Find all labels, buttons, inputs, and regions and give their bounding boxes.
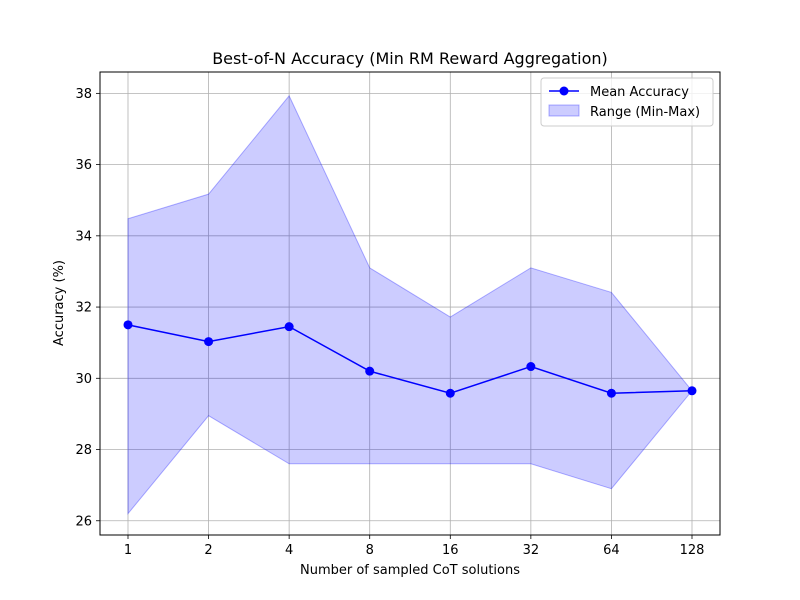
legend-box [540, 77, 714, 127]
x-tick-label: 1 [124, 543, 132, 558]
x-tick-label: 128 [680, 543, 705, 558]
y-tick-label: 34 [75, 229, 92, 244]
grid [100, 72, 720, 535]
mean-accuracy-point [526, 362, 536, 372]
mean-accuracy-point [123, 320, 133, 330]
y-tick-label: 38 [75, 87, 92, 102]
y-tick-label: 28 [75, 443, 92, 458]
range-band [127, 94, 693, 516]
mean-accuracy-point [284, 322, 294, 332]
mean-accuracy-point [445, 388, 455, 398]
legend-band-swatch [548, 104, 580, 117]
y-tick-label: 36 [75, 158, 92, 173]
legend-marker-swatch [559, 86, 569, 96]
legend-mean-label: Mean Accuracy [590, 85, 689, 100]
chart-title: Best-of-N Accuracy (Min RM Reward Aggreg… [212, 49, 608, 68]
x-tick-label: 2 [204, 543, 212, 558]
y-tick-label: 32 [75, 301, 92, 316]
y-axis-label: Accuracy (%) [52, 260, 67, 346]
mean-accuracy-point [687, 386, 697, 396]
mean-points [123, 320, 697, 398]
plot-frame [99, 71, 721, 536]
mean-line [127, 324, 693, 395]
x-tick-label: 8 [366, 543, 374, 558]
y-tick-label: 30 [75, 372, 92, 387]
x-tick-label: 64 [603, 543, 620, 558]
mean-accuracy-point [606, 388, 616, 398]
x-axis-ticks: 1 2 4 8 16 32 64 128 [124, 535, 705, 558]
mean-accuracy-line [127, 324, 693, 395]
x-axis-label: Number of sampled CoT solutions [300, 563, 520, 578]
x-tick-label: 32 [523, 543, 540, 558]
y-axis-ticks: 26 28 30 32 34 36 38 [75, 87, 100, 529]
legend-range-label: Range (Min-Max) [590, 105, 700, 120]
x-tick-label: 16 [442, 543, 459, 558]
legend: Mean Accuracy Range (Min-Max) [540, 77, 714, 127]
range-band-area [127, 94, 693, 516]
x-tick-label: 4 [285, 543, 293, 558]
y-tick-label: 26 [75, 514, 92, 529]
mean-accuracy-point [204, 337, 214, 347]
mean-accuracy-point [365, 366, 375, 376]
